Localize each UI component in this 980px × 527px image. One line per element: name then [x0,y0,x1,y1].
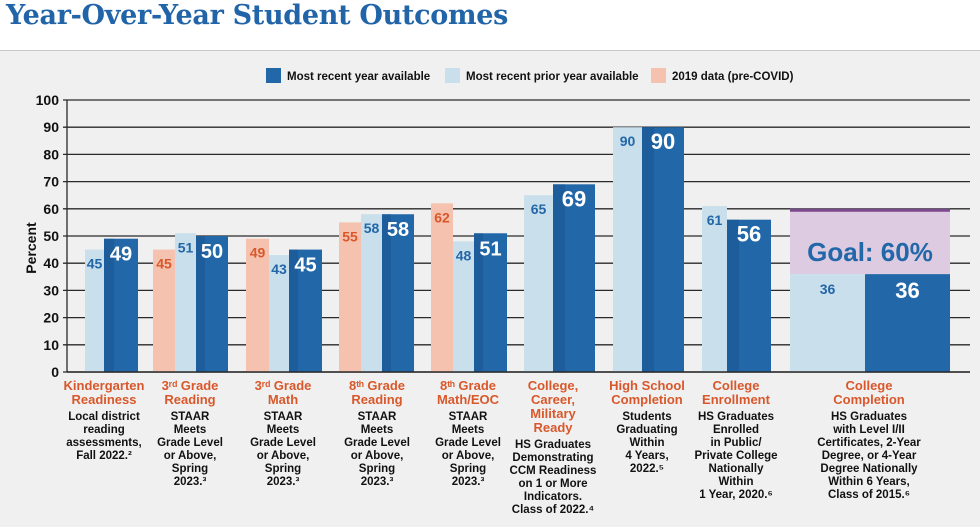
legend-swatch-prior [445,68,460,83]
category-label: 3ʳᵈ Grade Math STAAR Meets Grade Level or Abo… [233,379,333,489]
category-label: Kindergarten Readiness Local district readi… [54,379,154,463]
data-label-recent: 45 [294,255,316,277]
bar-recent-shade [104,238,114,372]
bar-y2019 [431,203,453,372]
data-label-recent: 49 [110,244,132,266]
y-tick-label: 10 [43,337,59,353]
category-description: Students Graduating Within 4 Years, 2022.⁵ [616,411,678,475]
data-label-prior: 45 [87,256,103,272]
data-label-prior: 61 [707,212,723,228]
y-tick-label: 90 [43,119,59,135]
bar-prior [524,195,553,372]
data-label-recent: 58 [387,219,409,241]
bar-recent-shade [727,219,739,372]
bar-y2019 [246,238,269,372]
data-label-prior: 90 [620,133,636,149]
category-heading: College Completion [833,378,905,407]
data-label-recent: 50 [201,241,223,263]
data-label-recent: 69 [562,186,586,211]
category-heading: 3ʳᵈ Grade Reading [161,378,219,407]
category-description: HS Graduates with Level I/II Certificates,… [817,411,921,501]
y-tick-label: 80 [43,146,59,162]
goal-band [790,208,950,275]
category-heading: High School Completion [609,378,685,407]
legend-label-recent: Most recent year available [287,71,430,83]
y-tick-label: 20 [43,310,59,326]
y-tick-label: 60 [43,201,59,217]
category-label: College, Career, Military Ready HS Graduates… [503,379,603,517]
bar-recent-shade [382,214,391,372]
category-heading: 8ᵗʰ Grade Math/EOC [436,378,500,407]
y-tick-label: 40 [43,255,59,271]
category-label: College Completion HS Graduates with Level … [794,379,944,502]
category-description: STAAR Meets Grade Level or Above, Spring 2023… [250,411,316,488]
bar-recent [865,274,950,372]
category-description: STAAR Meets Grade Level or Above, Spring 2023… [344,411,410,488]
bar-prior [175,233,196,372]
category-heading: College Enrollment [702,378,770,407]
category-label: College Enrollment HS Graduates Enrolled in … [686,379,786,502]
data-label-recent: 90 [651,129,675,154]
category-label: 3ʳᵈ Grade Reading STAAR Meets Grade Level or … [140,379,240,489]
bar-recent-shade [474,233,483,372]
category-heading: Kindergarten Readiness [63,378,145,407]
data-label-recent: 56 [737,222,761,247]
category-heading: College, Career, Military Ready [527,378,579,435]
data-label-y2019: 62 [434,209,450,225]
data-label-y2019: 55 [342,228,358,244]
y-tick-label: 100 [36,92,60,108]
data-label-recent: 51 [479,238,501,260]
bar-prior [702,206,727,372]
goal-label: Goal: 60% [807,237,933,267]
legend-label-prior: Most recent prior year available [466,71,639,83]
y-tick-label: 30 [43,282,59,298]
category-label: 8ᵗʰ Grade Math/EOC STAAR Meets Grade Level or… [418,379,518,489]
bar-prior [453,241,474,372]
data-label-y2019: 45 [156,256,172,272]
y-tick-label: 0 [51,364,59,380]
legend-label-y2019: 2019 data (pre-COVID) [672,71,794,83]
bar-y2019 [339,222,361,372]
category-description: STAAR Meets Grade Level or Above, Spring 2023… [435,411,501,488]
data-label-prior: 58 [364,220,380,236]
category-description: HS Graduates Demonstrating CCM Readiness on… [509,439,597,516]
category-heading: 3ʳᵈ Grade Math [254,378,312,407]
bar-y2019 [153,249,175,372]
data-label-y2019: 49 [250,245,266,261]
y-tick-label: 70 [43,174,59,190]
bar-prior [269,255,289,372]
data-label-prior: 43 [271,261,287,277]
data-label-prior: 48 [456,247,472,263]
bar-recent-shade [553,184,565,372]
category-description: HS Graduates Enrolled in Public/Private Co… [694,411,778,501]
category-description: STAAR Meets Grade Level or Above, Spring 2023… [157,411,223,488]
legend-swatch-recent [266,68,281,83]
category-label: High School Completion Students Graduating W… [597,379,697,476]
data-label-prior: 65 [531,201,547,217]
bar-prior [790,274,865,372]
bar-prior [361,214,382,372]
bar-recent-shade [289,249,298,372]
data-label-prior: 51 [178,239,194,255]
category-description: Local district reading assessments, Fall 20… [66,411,142,462]
category-label: 8ᵗʰ Grade Reading STAAR Meets Grade Level or … [327,379,427,489]
y-axis-label: Percent [23,222,39,274]
page-title: Year-Over-Year Student Outcomes [6,0,508,31]
legend-swatch-y2019 [651,68,666,83]
bar-prior [613,127,642,372]
category-heading: 8ᵗʰ Grade Reading [348,378,405,407]
bar-prior [85,249,104,372]
bar-recent-shade [642,127,654,372]
bar-recent-shade [196,236,205,372]
data-label-prior: 36 [820,281,836,297]
y-tick-label: 50 [43,228,59,244]
data-label-recent: 36 [895,278,919,303]
